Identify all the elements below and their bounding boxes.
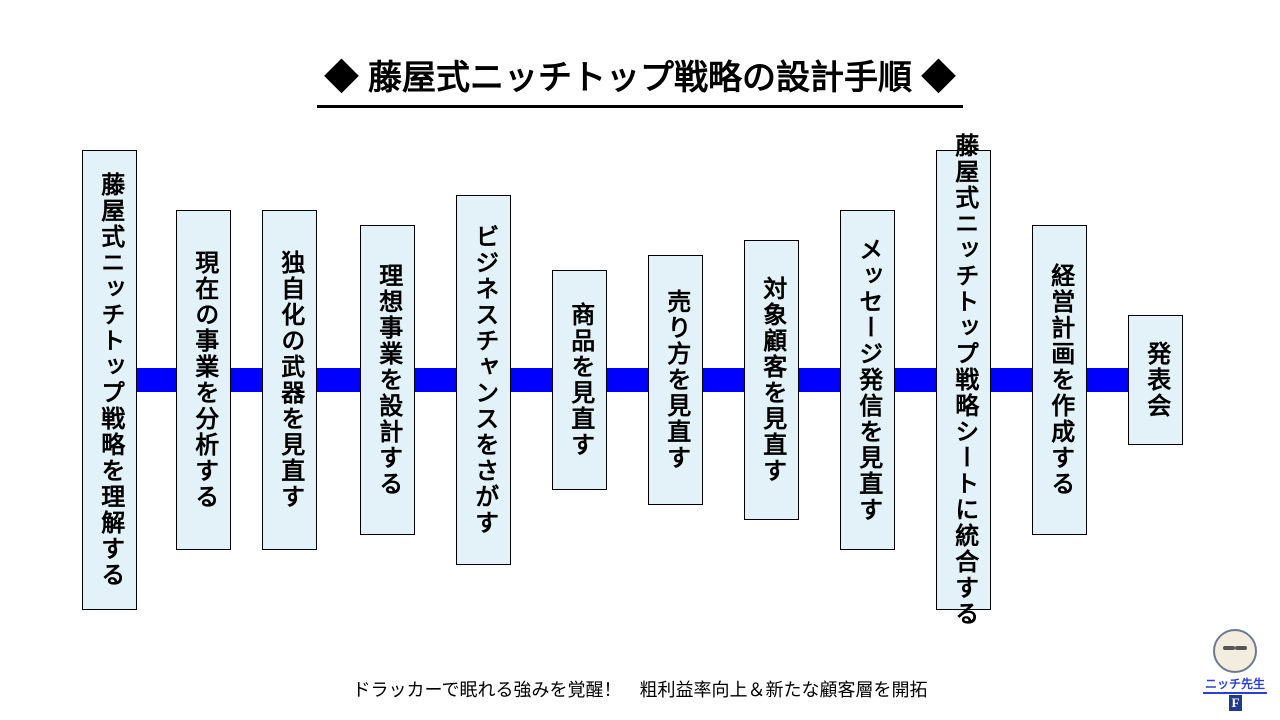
- flow-step-11: 経営計画を作成する: [1032, 225, 1087, 535]
- page-title: ◆ 藤屋式ニッチトップ戦略の設計手順 ◆: [317, 50, 964, 108]
- flow-step-9: メッセージ発信を見直す: [840, 210, 895, 550]
- flow-step-7: 売り方を見直す: [648, 255, 703, 505]
- mascot-suffix: F: [1229, 695, 1243, 711]
- flow-step-10: 藤屋式ニッチトップ戦略シートに統合する: [936, 150, 991, 610]
- flow-step-2: 現在の事業を分析する: [176, 210, 231, 550]
- flow-step-5: ビジネスチャンスをさがす: [456, 195, 511, 565]
- flow-step-12: 発表会: [1128, 315, 1183, 445]
- flow-step-3: 独自化の武器を見直す: [262, 210, 317, 550]
- mascot-label: ニッチ先生: [1203, 675, 1267, 694]
- flow-diagram: 藤屋式ニッチトップ戦略を理解する現在の事業を分析する独自化の武器を見直す理想事業…: [0, 150, 1280, 620]
- flow-step-6: 商品を見直す: [552, 270, 607, 490]
- flow-step-1: 藤屋式ニッチトップ戦略を理解する: [82, 150, 137, 610]
- flow-step-8: 対象顧客を見直す: [744, 240, 799, 520]
- mascot-badge: ニッチ先生F: [1200, 629, 1270, 712]
- footer-caption: ドラッカーで眠れる強みを覚醒！ 粗利益率向上＆新たな顧客層を開拓: [0, 676, 1280, 702]
- flow-step-4: 理想事業を設計する: [360, 225, 415, 535]
- mascot-face-icon: [1213, 629, 1257, 673]
- title-container: ◆ 藤屋式ニッチトップ戦略の設計手順 ◆: [0, 50, 1280, 108]
